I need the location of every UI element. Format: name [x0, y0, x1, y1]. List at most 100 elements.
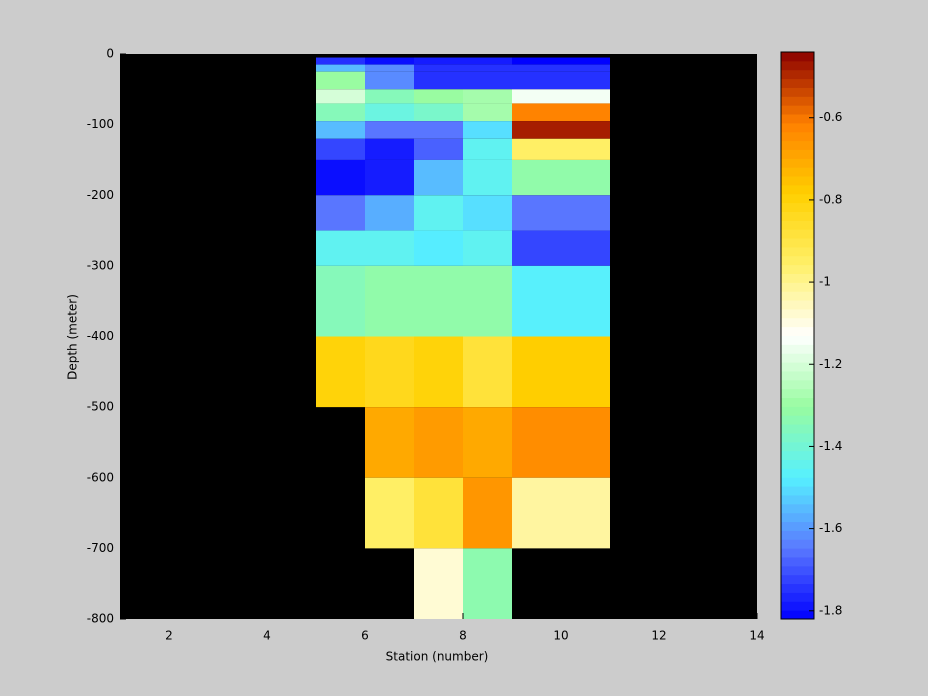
heatmap-cell — [316, 230, 365, 266]
heatmap-cell — [414, 138, 463, 160]
colorbar-swatch — [781, 211, 814, 221]
colorbar-swatch — [781, 140, 814, 150]
x-tick-label: 12 — [651, 629, 666, 643]
heatmap-cell — [463, 89, 512, 104]
colorbar-swatch — [781, 96, 814, 106]
colorbar-tick-label: -0.8 — [819, 192, 842, 206]
heatmap-cell — [463, 64, 512, 72]
colorbar-swatch — [781, 388, 814, 399]
colorbar-swatch — [781, 539, 814, 549]
colorbar-swatch — [781, 432, 814, 443]
heatmap-cell — [414, 103, 463, 122]
heatmap-cell — [512, 195, 610, 231]
x-tick-label: 14 — [749, 629, 764, 643]
colorbar-swatch — [781, 291, 814, 301]
heatmap-cell — [365, 89, 414, 104]
heatmap-cell — [365, 230, 414, 266]
heatmap-cell — [463, 407, 512, 478]
colorbar-swatch — [781, 468, 814, 478]
colorbar-swatch — [781, 238, 814, 248]
colorbar-tick-label: -1.6 — [819, 521, 842, 535]
heatmap-cell — [463, 103, 512, 122]
heatmap-cell — [365, 138, 414, 160]
heatmap-cell — [365, 195, 414, 231]
colorbar-swatch — [781, 78, 814, 88]
heatmap-cell — [414, 230, 463, 266]
heatmap-cell — [365, 407, 414, 478]
y-tick-label: 0 — [106, 47, 114, 61]
colorbar-swatch — [781, 503, 814, 514]
heatmap-cell — [414, 89, 463, 104]
heatmap-cell — [316, 159, 365, 196]
colorbar-swatch — [781, 424, 814, 434]
y-axis-label: Depth (meter) — [66, 294, 80, 380]
heatmap-cell — [463, 548, 512, 619]
colorbar-swatch — [781, 220, 814, 230]
x-tick-label: 8 — [459, 629, 467, 643]
colorbar-swatch — [781, 282, 814, 292]
heatmap-cell — [316, 121, 365, 139]
y-tick-label: -300 — [87, 258, 114, 272]
colorbar-swatch — [781, 494, 814, 505]
heatmap-cell — [463, 57, 512, 65]
heatmap-cell — [512, 159, 610, 196]
heatmap-cell — [512, 103, 610, 122]
colorbar-tick-label: -1.4 — [819, 439, 842, 453]
heatmap-cell — [365, 103, 414, 122]
y-tick-label: -100 — [87, 117, 114, 131]
y-tick-label: -600 — [87, 470, 114, 484]
colorbar-swatch — [781, 335, 814, 345]
colorbar-swatch — [781, 565, 814, 576]
heatmap-cell — [414, 121, 463, 139]
colorbar-swatch — [781, 273, 814, 283]
heatmap-cell — [512, 407, 610, 478]
y-tick-label: -800 — [87, 612, 114, 626]
colorbar-swatch — [781, 548, 814, 558]
y-tick-label: -500 — [87, 400, 114, 414]
heatmap-cell — [365, 57, 414, 65]
colorbar-swatch — [781, 556, 814, 567]
colorbar-swatch — [781, 379, 814, 390]
colorbar-swatch — [781, 202, 814, 212]
colorbar-swatch — [781, 441, 814, 452]
colorbar-tick-label: -1.8 — [819, 603, 842, 617]
y-tick-label: -200 — [87, 188, 114, 202]
colorbar-swatch — [781, 583, 814, 593]
heatmap-cell — [414, 548, 463, 619]
heatmap-cell — [414, 477, 463, 549]
colorbar-swatch — [781, 122, 814, 133]
colorbar-swatch — [781, 406, 814, 416]
heatmap-cell — [512, 64, 610, 72]
heatmap-cell — [414, 57, 463, 65]
heatmap-cell — [414, 71, 463, 90]
heatmap-cell — [463, 230, 512, 266]
heatmap-cell — [463, 71, 512, 90]
heatmap-cell — [512, 138, 610, 160]
colorbar-swatch — [781, 114, 814, 124]
heatmap-cell — [512, 71, 610, 90]
heatmap-cell — [463, 477, 512, 549]
colorbar-swatch — [781, 184, 814, 195]
heatmap-cell — [365, 336, 414, 408]
heatmap-cell — [365, 64, 414, 72]
colorbar-swatch — [781, 308, 814, 319]
heatmap-cell — [365, 477, 414, 549]
colorbar-swatch — [781, 592, 814, 602]
colorbar-swatch — [781, 193, 814, 204]
heatmap-cell — [316, 103, 365, 122]
heatmap-cell — [512, 89, 610, 104]
x-tick-label: 4 — [263, 629, 271, 643]
heatmap-cell — [512, 336, 610, 408]
heatmap-cell — [316, 64, 365, 72]
heatmap-cell — [512, 57, 610, 65]
heatmap-cell — [463, 159, 512, 196]
heatmap-cell — [414, 336, 463, 408]
colorbar-swatch — [781, 601, 814, 611]
colorbar-swatch — [781, 69, 814, 80]
heatmap-cell — [512, 230, 610, 266]
colorbar-swatch — [781, 60, 814, 71]
colorbar-tick-label: -0.6 — [819, 110, 842, 124]
colorbar-swatch — [781, 521, 814, 531]
colorbar-swatch — [781, 326, 814, 336]
